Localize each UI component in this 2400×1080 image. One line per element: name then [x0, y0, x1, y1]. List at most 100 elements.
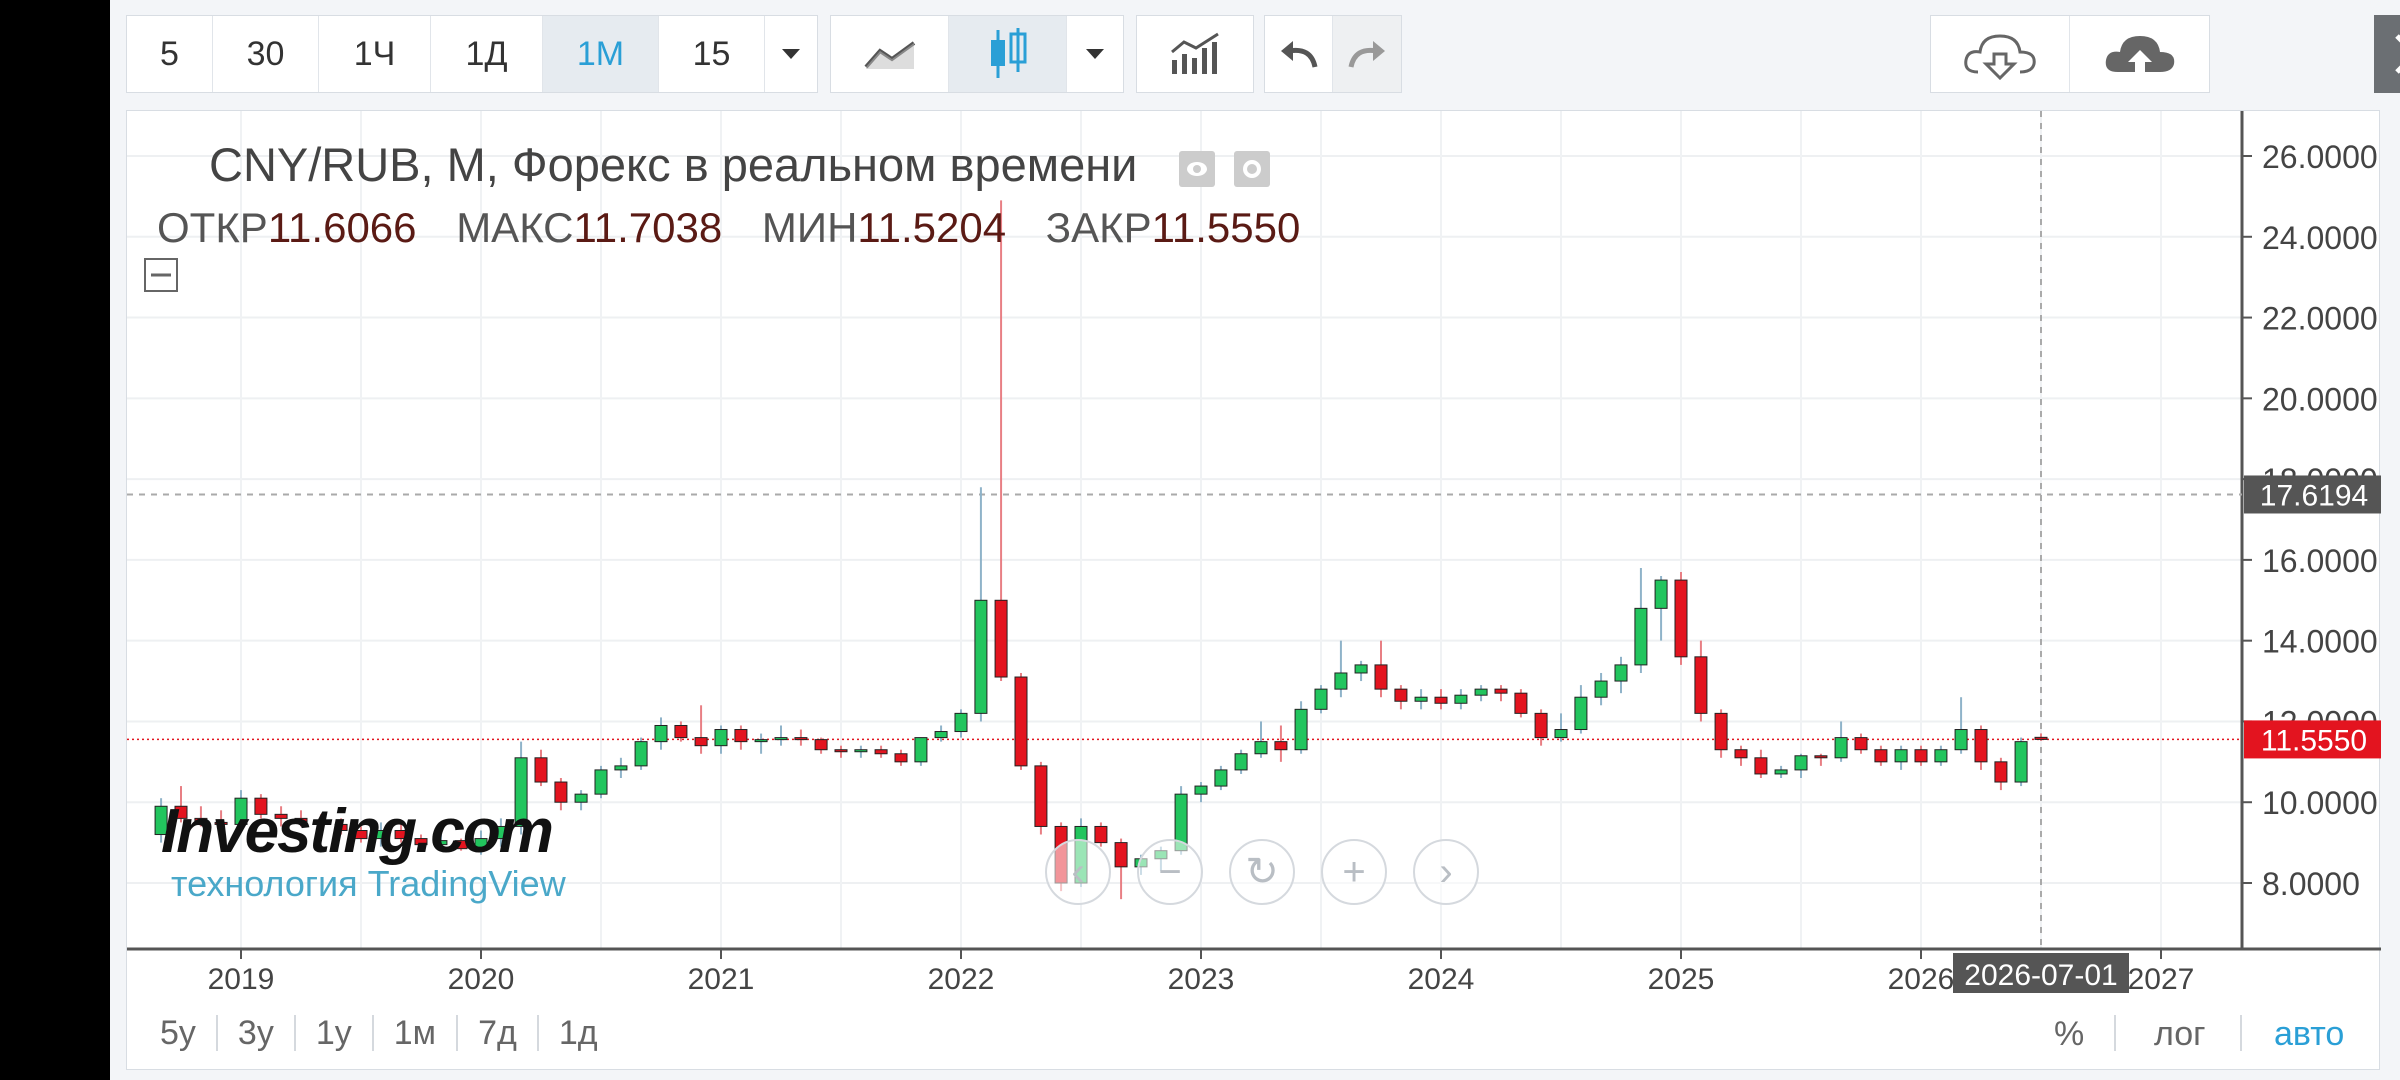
save-layout-button[interactable]: [2070, 16, 2209, 92]
cloud-upload-icon: [2105, 36, 2174, 72]
candlestick-chart-button[interactable]: [949, 16, 1067, 92]
candle-body: [754, 739, 768, 743]
eye-icon[interactable]: [1178, 150, 1215, 187]
collapse-legend-icon[interactable]: [143, 257, 179, 293]
candle-body: [1094, 825, 1108, 844]
candle-body: [834, 749, 848, 753]
candle-body: [914, 737, 928, 763]
y-tick-label: 14.0000: [2262, 624, 2378, 660]
zoom-out-button[interactable]: −: [1137, 839, 1203, 905]
x-tick-label: 2027: [2128, 963, 2195, 996]
redo-button[interactable]: [1333, 16, 1401, 92]
candle-body: [1834, 737, 1848, 759]
candle-body: [534, 757, 548, 783]
candle-body: [674, 724, 688, 739]
chart-area[interactable]: 8.000010.000012.000014.000016.000018.000…: [126, 110, 2381, 1070]
range-7d[interactable]: 7д: [458, 1014, 539, 1051]
x-tick-label: 2021: [688, 963, 755, 996]
candle-body: [1194, 785, 1208, 795]
candle-body: [1234, 753, 1248, 771]
range-1d[interactable]: 1д: [558, 1013, 598, 1052]
candle-body: [854, 749, 868, 753]
interval-dropdown[interactable]: [765, 16, 817, 92]
candle-body: [974, 599, 988, 714]
auto-scale-toggle[interactable]: авто: [2274, 1015, 2345, 1053]
interval-selector: 5 30 1Ч 1Д 1М 15: [126, 15, 818, 93]
candle-body: [1514, 692, 1528, 714]
close-button[interactable]: [2374, 15, 2400, 93]
candle-body: [1854, 737, 1868, 751]
candle-body: [734, 729, 748, 743]
interval-30[interactable]: 30: [213, 16, 319, 92]
candle-body: [1374, 664, 1388, 690]
candle-body: [714, 729, 728, 747]
zoom-in-button[interactable]: +: [1321, 839, 1387, 905]
reset-zoom-button[interactable]: ↻: [1229, 839, 1295, 905]
scroll-left-button[interactable]: ‹: [1045, 839, 1111, 905]
candle-body: [594, 769, 608, 795]
ohlc-values: ОТКР11.6066 МАКС11.7038 МИН11.5204 ЗАКР1…: [157, 204, 1328, 252]
candle-body: [1114, 842, 1128, 868]
interval-1d[interactable]: 1Д: [431, 16, 543, 92]
line-chart-button[interactable]: [831, 16, 949, 92]
candle-body: [254, 797, 268, 815]
interval-5[interactable]: 5: [127, 16, 213, 92]
interval-15[interactable]: 15: [659, 16, 765, 92]
candle-body: [654, 724, 668, 743]
candlestick-icon: [990, 28, 1026, 78]
range-5y[interactable]: 5y: [126, 1014, 218, 1051]
investing-logo: Investing.com: [161, 797, 554, 866]
candle-body: [314, 821, 328, 825]
candle-body: [1214, 769, 1228, 787]
candle-body: [2014, 741, 2028, 783]
undo-button[interactable]: [1265, 16, 1333, 92]
load-layout-button[interactable]: [1931, 16, 2070, 92]
scroll-right-button[interactable]: ›: [1413, 839, 1479, 905]
candle-body: [934, 731, 948, 739]
candle-body: [1674, 579, 1688, 658]
interval-1h[interactable]: 1Ч: [319, 16, 431, 92]
range-1y[interactable]: 1y: [296, 1014, 374, 1051]
close-icon: [2395, 34, 2400, 74]
candle-body: [994, 599, 1008, 678]
minus-icon: −: [1158, 849, 1182, 894]
gear-icon[interactable]: [1233, 150, 1270, 187]
range-1m[interactable]: 1м: [374, 1014, 459, 1051]
close-value: 11.5550: [1151, 204, 1301, 251]
line-chart-icon: [863, 41, 915, 69]
candle-body: [1974, 729, 1988, 763]
candle-body: [1334, 672, 1348, 690]
x-tick-label: 2019: [208, 963, 275, 996]
candle-body: [214, 821, 228, 825]
candle-body: [614, 765, 628, 771]
range-3y[interactable]: 3y: [218, 1014, 296, 1051]
candlestick-chart[interactable]: 8.000010.000012.000014.000016.000018.000…: [127, 111, 2381, 996]
interval-1m[interactable]: 1М: [543, 16, 659, 92]
candle-body: [374, 829, 388, 840]
candle-body: [814, 739, 828, 751]
x-tick-label: 2024: [1408, 963, 1475, 996]
percent-scale-toggle[interactable]: %: [2054, 1015, 2085, 1053]
indicators-button[interactable]: [1137, 16, 1253, 92]
candle-body: [1554, 729, 1568, 739]
candle-body: [1914, 749, 1928, 763]
candle-body: [354, 829, 368, 840]
candle-body: [1274, 741, 1288, 751]
candle-body: [1734, 749, 1748, 759]
indicators-icon: [1171, 32, 1219, 74]
candle-body: [574, 793, 588, 803]
candle-body: [234, 797, 248, 825]
candle-body: [954, 712, 968, 733]
chart-type-dropdown[interactable]: [1067, 16, 1123, 92]
indicators-group: [1136, 15, 1254, 93]
candle-body: [1994, 761, 2008, 783]
tradingview-credit[interactable]: технология TradingView: [171, 863, 566, 904]
y-tick-label: 16.0000: [2262, 543, 2378, 579]
reset-icon: ↻: [1245, 850, 1279, 894]
log-scale-toggle[interactable]: лог: [2154, 1015, 2206, 1053]
candle-body: [1714, 712, 1728, 751]
crosshair-date-tag: [1953, 953, 2129, 993]
chevron-down-icon: [1086, 49, 1104, 59]
candle-body: [1694, 656, 1708, 714]
plus-icon: +: [1342, 849, 1366, 894]
